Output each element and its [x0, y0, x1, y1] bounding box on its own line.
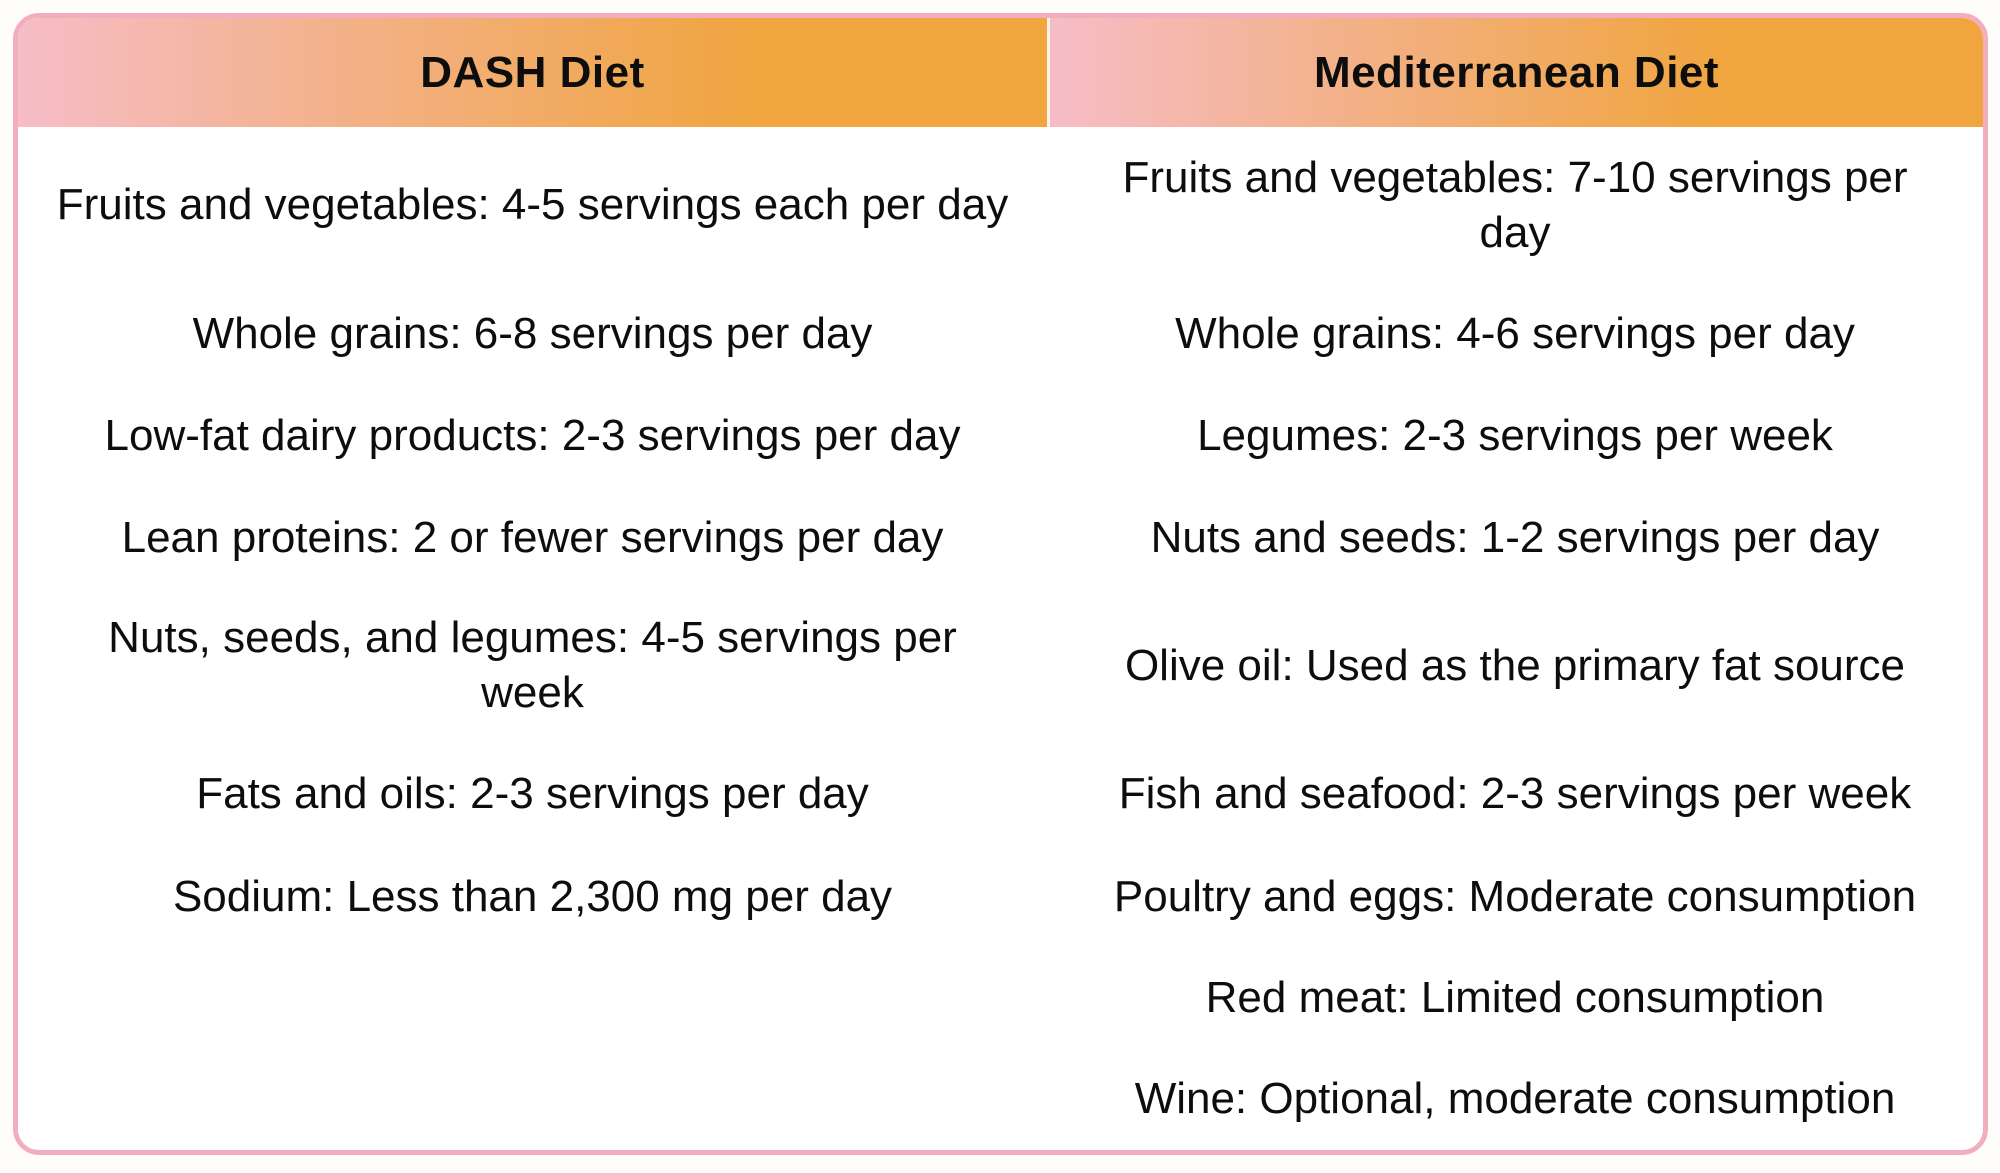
dash-cell-whole-grains: Whole grains: 6-8 servings per day — [18, 282, 1047, 385]
table-body: Fruits and vegetables: 4-5 servings each… — [18, 127, 1983, 1149]
header-mediterranean-diet-label: Mediterranean Diet — [1313, 47, 1720, 97]
cell-text: Red meat: Limited consumption — [1205, 972, 1825, 1022]
cell-text: Fruits and vegetables: 4-5 servings each… — [56, 180, 1009, 229]
dash-cell-fruits-vegetables: Fruits and vegetables: 4-5 servings each… — [18, 127, 1047, 282]
cell-text: Sodium: Less than 2,300 mg per day — [172, 871, 893, 921]
table-row: Lean proteins: 2 or fewer servings per d… — [18, 486, 1983, 589]
dash-cell-empty — [18, 1047, 1047, 1149]
table-row: Fats and oils: 2-3 servings per day Fish… — [18, 741, 1983, 845]
table-row: Sodium: Less than 2,300 mg per day Poult… — [18, 845, 1983, 947]
med-cell-whole-grains: Whole grains: 4-6 servings per day — [1047, 282, 1983, 385]
table-row: Fruits and vegetables: 4-5 servings each… — [18, 127, 1983, 282]
diet-comparison-card: DASH Diet Mediterranean Diet Fruits and … — [13, 13, 1988, 1155]
med-cell-legumes: Legumes: 2-3 servings per week — [1047, 385, 1983, 486]
med-cell-olive-oil: Olive oil: Used as the primary fat sourc… — [1047, 589, 1983, 741]
table-row: Nuts, seeds, and legumes: 4-5 servings p… — [18, 589, 1983, 741]
cell-text: Legumes: 2-3 servings per week — [1197, 411, 1833, 460]
table-row: Whole grains: 6-8 servings per day Whole… — [18, 282, 1983, 385]
dash-cell-lowfat-dairy: Low-fat dairy products: 2-3 servings per… — [18, 385, 1047, 486]
med-cell-poultry-eggs: Poultry and eggs: Moderate consumption — [1047, 845, 1983, 947]
cell-text: Whole grains: 6-8 servings per day — [192, 309, 873, 358]
dash-cell-empty — [18, 947, 1047, 1047]
table-row: Wine: Optional, moderate consumption — [18, 1047, 1983, 1149]
med-cell-wine: Wine: Optional, moderate consumption — [1047, 1047, 1983, 1149]
cell-text: Poultry and eggs: Moderate consumption — [1113, 871, 1917, 921]
dash-cell-fats-oils: Fats and oils: 2-3 servings per day — [18, 741, 1047, 845]
med-cell-red-meat: Red meat: Limited consumption — [1047, 947, 1983, 1047]
med-cell-fruits-vegetables: Fruits and vegetables: 7-10 servings per… — [1047, 127, 1983, 282]
cell-text: Fish and seafood: 2-3 servings per week — [1118, 768, 1912, 818]
header-row: DASH Diet Mediterranean Diet — [18, 18, 1983, 127]
cell-text: Olive oil: Used as the primary fat sourc… — [1124, 640, 1906, 690]
cell-text: Nuts, seeds, and legumes: 4-5 servings p… — [108, 613, 957, 717]
cell-text: Fruits and vegetables: 7-10 servings per… — [1122, 152, 1908, 257]
cell-text: Whole grains: 4-6 servings per day — [1175, 309, 1855, 358]
med-cell-fish-seafood: Fish and seafood: 2-3 servings per week — [1047, 741, 1983, 845]
dash-cell-sodium: Sodium: Less than 2,300 mg per day — [18, 845, 1047, 947]
header-dash-diet: DASH Diet — [18, 18, 1047, 127]
header-mediterranean-diet: Mediterranean Diet — [1047, 18, 1983, 127]
cell-text: Lean proteins: 2 or fewer servings per d… — [121, 513, 944, 562]
med-cell-nuts-seeds: Nuts and seeds: 1-2 servings per day — [1047, 486, 1983, 589]
dash-cell-lean-proteins: Lean proteins: 2 or fewer servings per d… — [18, 486, 1047, 589]
header-dash-diet-label: DASH Diet — [420, 47, 645, 97]
table-row: Low-fat dairy products: 2-3 servings per… — [18, 385, 1983, 486]
table-row: Red meat: Limited consumption — [18, 947, 1983, 1047]
cell-text: Low-fat dairy products: 2-3 servings per… — [104, 411, 961, 460]
cell-text: Nuts and seeds: 1-2 servings per day — [1150, 513, 1880, 562]
cell-text: Fats and oils: 2-3 servings per day — [196, 768, 869, 818]
dash-cell-nuts-seeds-legumes: Nuts, seeds, and legumes: 4-5 servings p… — [18, 589, 1047, 741]
cell-text: Wine: Optional, moderate consumption — [1134, 1073, 1896, 1123]
